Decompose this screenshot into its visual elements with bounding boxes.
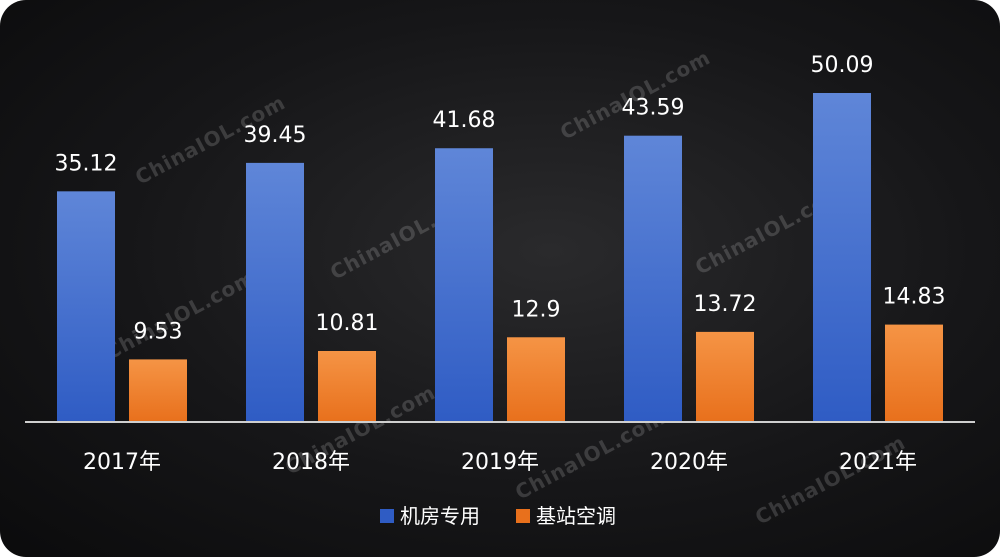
x-tick-label: 2020年 bbox=[650, 450, 728, 475]
bar-jizhan bbox=[129, 359, 187, 422]
bar-jizhan bbox=[885, 324, 943, 422]
data-label: 39.45 bbox=[244, 123, 307, 148]
bar-jifang bbox=[624, 135, 682, 422]
x-tick-label: 2019年 bbox=[461, 450, 539, 475]
legend-label: 机房专用 bbox=[400, 504, 480, 528]
data-label: 35.12 bbox=[55, 151, 118, 176]
x-tick-label: 2021年 bbox=[839, 450, 917, 475]
labels-layer: 35.12 9.53 2017年 39.45 10.81 2018年 41.68 12.9 20… bbox=[55, 53, 946, 475]
data-label: 41.68 bbox=[433, 108, 496, 133]
legend: 机房专用 基站空调 bbox=[380, 504, 616, 528]
watermark-text: ChinaIOL.com bbox=[101, 265, 259, 364]
bar-jifang bbox=[813, 93, 871, 422]
watermark-text: ChinaIOL.com bbox=[556, 45, 714, 144]
x-tick-label: 2018年 bbox=[272, 450, 350, 475]
data-label: 13.72 bbox=[694, 292, 757, 317]
data-label: 9.53 bbox=[134, 319, 183, 344]
watermark-text: ChinaIOL.com bbox=[751, 430, 909, 529]
x-tick-label: 2017年 bbox=[83, 450, 161, 475]
bar-jifang bbox=[57, 191, 115, 422]
bar-jizhan bbox=[696, 331, 754, 422]
bar-jizhan bbox=[507, 337, 565, 422]
legend-label: 基站空调 bbox=[536, 504, 616, 528]
data-label: 43.59 bbox=[622, 96, 685, 121]
legend-swatch bbox=[380, 509, 394, 523]
data-label: 14.83 bbox=[883, 285, 946, 310]
bar-jizhan bbox=[318, 350, 376, 422]
data-label: 12.9 bbox=[512, 297, 561, 322]
data-label: 50.09 bbox=[811, 53, 874, 78]
legend-swatch bbox=[516, 509, 530, 523]
bar-jifang bbox=[246, 162, 304, 422]
bars-layer bbox=[57, 93, 943, 422]
bar-jifang bbox=[435, 148, 493, 422]
data-label: 10.81 bbox=[316, 311, 379, 336]
